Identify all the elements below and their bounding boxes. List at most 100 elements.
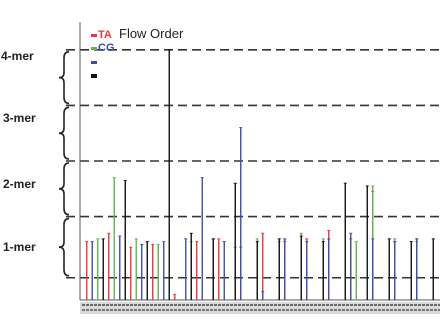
x-tick-mark — [170, 304, 173, 306]
x-tick-mark — [98, 304, 101, 306]
x-tick-mark — [102, 309, 105, 311]
x-tick-mark — [374, 304, 377, 306]
x-tick-mark — [86, 309, 89, 311]
x-tick-mark — [366, 309, 369, 311]
x-tick-mark — [118, 309, 121, 311]
x-tick-mark — [294, 309, 297, 311]
x-tick-mark — [274, 309, 277, 311]
x-tick-mark — [238, 309, 241, 311]
x-tick-mark — [262, 309, 265, 311]
x-tick-mark — [162, 309, 165, 311]
x-tick-mark — [358, 309, 361, 311]
x-tick-mark — [418, 309, 421, 311]
x-tick-mark — [294, 304, 297, 306]
legend-swatch-black — [91, 74, 97, 78]
y-category-label: 4-mer — [1, 49, 34, 63]
x-tick-mark — [334, 304, 337, 306]
x-tick-mark — [254, 309, 257, 311]
x-tick-mark — [270, 304, 273, 306]
x-tick-mark — [342, 309, 345, 311]
x-tick-mark — [106, 309, 109, 311]
x-tick-mark — [190, 304, 193, 306]
x-tick-mark — [346, 304, 349, 306]
x-tick-mark — [138, 304, 141, 306]
x-tick-mark — [306, 304, 309, 306]
x-tick-mark — [246, 309, 249, 311]
bars — [85, 49, 435, 300]
x-tick-mark — [178, 304, 181, 306]
x-tick-mark — [434, 304, 437, 306]
x-tick-mark — [138, 309, 141, 311]
x-tick-mark — [194, 309, 197, 311]
x-tick-mark — [218, 309, 221, 311]
x-tick-mark — [314, 304, 317, 306]
x-tick-mark — [394, 309, 397, 311]
x-tick-mark — [350, 304, 353, 306]
x-tick-mark — [430, 309, 433, 311]
x-tick-mark — [402, 304, 405, 306]
x-tick-mark — [406, 304, 409, 306]
x-tick-mark — [106, 304, 109, 306]
x-tick-mark — [214, 309, 217, 311]
x-tick-mark — [86, 304, 89, 306]
x-tick-mark — [282, 309, 285, 311]
x-tick-mark — [210, 309, 213, 311]
x-tick-mark — [266, 309, 269, 311]
x-tick-mark — [190, 309, 193, 311]
y-category-label: 2-mer — [3, 177, 36, 191]
x-tick-mark — [434, 309, 437, 311]
x-tick-mark — [202, 304, 205, 306]
x-tick-mark — [250, 304, 253, 306]
x-tick-mark — [278, 304, 281, 306]
x-tick-mark — [222, 304, 225, 306]
x-tick-mark — [370, 304, 373, 306]
legend-swatch-red — [91, 34, 97, 37]
x-tick-mark — [182, 309, 185, 311]
x-tick-mark — [330, 309, 333, 311]
x-tick-mark — [402, 309, 405, 311]
x-tick-mark — [142, 304, 145, 306]
x-tick-mark — [302, 309, 305, 311]
x-tick-mark — [150, 309, 153, 311]
x-tick-mark — [314, 309, 317, 311]
x-tick-mark — [114, 304, 117, 306]
x-tick-mark — [414, 304, 417, 306]
x-tick-mark — [234, 304, 237, 306]
x-tick-mark — [230, 309, 233, 311]
x-tick-mark — [262, 304, 265, 306]
x-tick-mark — [286, 304, 289, 306]
x-tick-mark — [166, 309, 169, 311]
x-tick-mark — [406, 309, 409, 311]
x-tick-mark — [370, 309, 373, 311]
category-brace — [58, 106, 70, 160]
x-tick-mark — [242, 304, 245, 306]
x-tick-mark — [242, 309, 245, 311]
x-tick-mark — [438, 309, 440, 311]
x-tick-mark — [198, 309, 201, 311]
x-tick-label-strip — [80, 302, 440, 314]
x-tick-mark — [170, 309, 173, 311]
x-tick-mark — [146, 304, 149, 306]
x-tick-mark — [158, 304, 161, 306]
x-tick-mark — [290, 304, 293, 306]
x-tick-mark — [122, 304, 125, 306]
x-tick-mark — [422, 309, 425, 311]
x-tick-mark — [174, 309, 177, 311]
x-tick-mark — [326, 309, 329, 311]
x-tick-mark — [322, 304, 325, 306]
y-category-labels: 4-mer 3-mer 2-mer 1-mer — [1, 49, 36, 254]
x-tick-mark — [126, 304, 129, 306]
x-tick-mark — [206, 309, 209, 311]
x-tick-mark — [90, 309, 93, 311]
x-tick-mark — [186, 304, 189, 306]
x-tick-mark — [94, 304, 97, 306]
x-tick-mark — [218, 304, 221, 306]
x-tick-mark — [154, 304, 157, 306]
x-tick-mark — [226, 304, 229, 306]
x-tick-mark — [310, 304, 313, 306]
x-tick-mark — [346, 309, 349, 311]
x-tick-mark — [186, 309, 189, 311]
legend-title: Flow Order — [119, 26, 184, 41]
x-tick-mark — [334, 309, 337, 311]
x-tick-mark — [410, 304, 413, 306]
